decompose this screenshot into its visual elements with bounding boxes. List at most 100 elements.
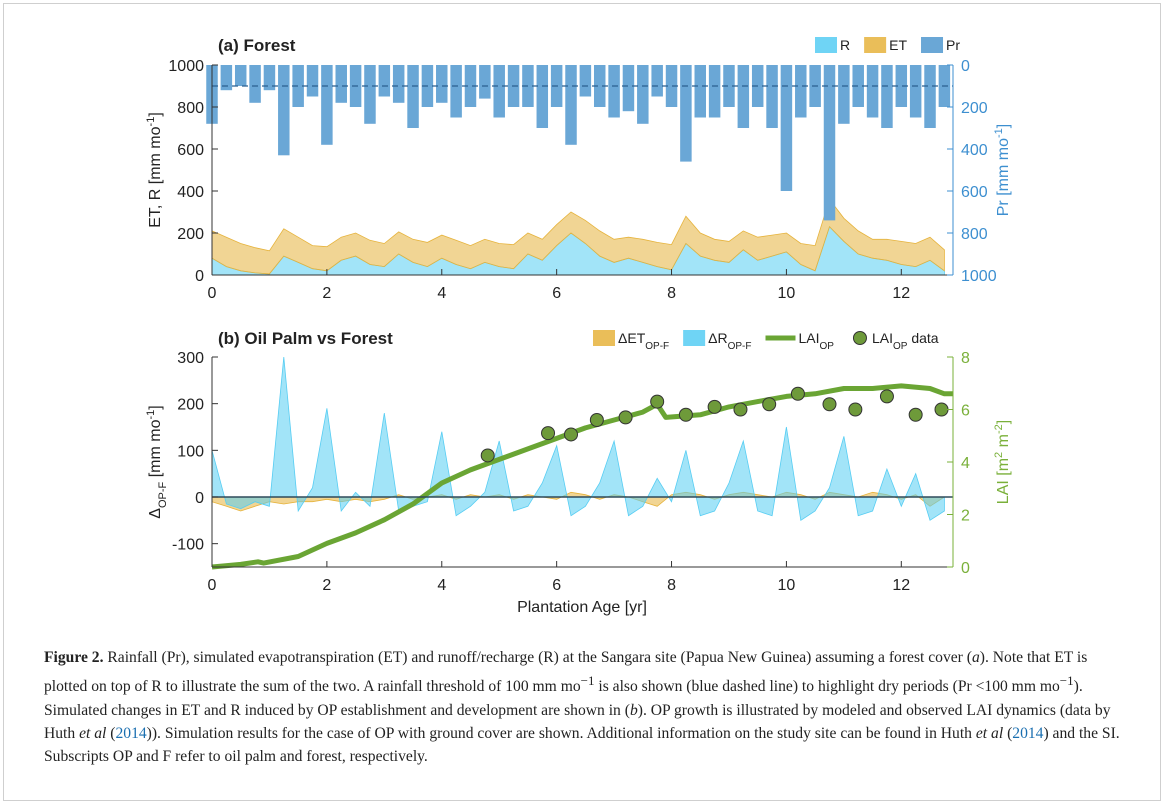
x-tick-label: 2 (322, 577, 331, 594)
legend-swatch (852, 331, 867, 345)
caption-text: ). Simulated changes in ET and R induced… (44, 678, 1083, 719)
legend-label: LAIOP data (872, 330, 939, 352)
legend-sub: OP (820, 341, 835, 352)
bar (852, 65, 864, 107)
caption-italic: et al (975, 724, 1004, 742)
caption-text: ) and the SI. Subscripts OP and F refer … (44, 724, 1120, 765)
data-point (480, 448, 495, 463)
data-point (934, 402, 949, 417)
legend-sub: OP-F (728, 341, 752, 352)
bar (723, 65, 735, 107)
bar (637, 65, 649, 124)
legend-label: Pr (946, 37, 960, 53)
data-point (564, 427, 579, 442)
data-point (908, 407, 923, 422)
y2-tick-label: 800 (961, 226, 988, 243)
caption-text: Rainfall (Pr), simulated evapotranspirat… (103, 649, 972, 666)
legend-swatch (815, 37, 837, 53)
legend-swatch (921, 37, 944, 53)
legend-part: ΔR (708, 330, 727, 346)
x-tick-label: 4 (437, 285, 446, 302)
citation-link[interactable]: 2014 (1012, 724, 1044, 742)
bar (838, 65, 850, 124)
bar (866, 65, 879, 118)
label-part: ] (147, 405, 164, 409)
x-tick-label: 8 (667, 577, 676, 594)
y2-tick-label: 4 (961, 455, 970, 472)
legend-swatch (593, 330, 615, 346)
bar (823, 65, 836, 221)
caption-text: )). Simulation results for the case of O… (146, 724, 976, 742)
y2-tick-label: 1000 (961, 268, 997, 285)
figure-frame (3, 3, 1161, 801)
bar (407, 65, 419, 128)
caption-sup: −1 (580, 673, 595, 689)
legend-label: ΔROP-F (708, 330, 751, 352)
bar (436, 65, 448, 103)
y-tick-label: -100 (172, 537, 204, 554)
data-point (678, 407, 693, 422)
bar (565, 65, 577, 145)
data-point (618, 410, 633, 425)
panel-title: (b) Oil Palm vs Forest (218, 329, 393, 348)
legend-label: R (840, 37, 850, 53)
y2-tick-label: 2 (961, 508, 970, 525)
bar (378, 65, 391, 97)
bar (292, 65, 304, 107)
caption-italic: b (629, 701, 638, 719)
bar (263, 65, 276, 91)
x-tick-label: 0 (208, 285, 217, 302)
bar (479, 65, 491, 99)
bar (924, 65, 936, 128)
figure: ET, R [mm mo-1] Pr [mm mo-1] ΔOP-F [mm m… (145, 36, 1012, 616)
bar (278, 65, 290, 156)
caption-label: Figure 2. (44, 649, 104, 666)
x-tick-label: 6 (552, 577, 561, 594)
bar (306, 65, 319, 97)
label-part: ET, R [mm mo (147, 126, 164, 227)
area (211, 198, 945, 275)
label-sup: -1 (993, 128, 1005, 138)
bar (536, 65, 549, 128)
label-part: LAI [m (995, 458, 1012, 504)
legend-label: ΔETOP-F (618, 330, 669, 352)
data-point (822, 397, 837, 412)
y2-tick-label: 0 (961, 560, 970, 577)
y-tick-label: 800 (177, 100, 204, 117)
y-tick-label: 0 (195, 490, 204, 507)
data-point (733, 402, 748, 417)
legend-swatch (864, 37, 887, 53)
y-axis-label: ΔOP-F [mm mo-1] (145, 405, 169, 518)
x-tick-label: 0 (208, 577, 217, 594)
legend-part: LAI (872, 330, 893, 346)
label-sup: 2 (993, 452, 1005, 458)
x-tick-label: 6 (552, 285, 561, 302)
y2-tick-label: 8 (961, 350, 970, 367)
bar (895, 65, 908, 107)
data-point (879, 389, 894, 404)
bar (622, 65, 635, 112)
caption-italic: et al (79, 724, 107, 742)
bar (493, 65, 505, 118)
caption-text: ). OP growth is illustrated by modeled a… (44, 701, 1111, 742)
label-part: [mm mo (147, 419, 164, 481)
y-tick-label: 600 (177, 142, 204, 159)
y2-tick-label: 200 (961, 100, 988, 117)
bar (694, 65, 706, 118)
caption-sup: −1 (1059, 673, 1074, 689)
caption-text: ( (106, 724, 116, 742)
x-axis-label: Plantation Age [yr] (517, 599, 647, 616)
legend-sub: OP-F (645, 341, 669, 352)
caption-text: ). Note that ET is plotted on top of R t… (44, 649, 1088, 696)
data-point (589, 413, 604, 427)
x-tick-label: 10 (778, 285, 796, 302)
bar (220, 65, 233, 91)
y-tick-label: 0 (195, 268, 204, 285)
bar (766, 65, 778, 128)
bar (392, 65, 405, 103)
data-point (848, 402, 863, 417)
x-tick-label: 2 (322, 285, 331, 302)
bar (364, 65, 376, 124)
citation-link[interactable]: 2014 (115, 724, 147, 742)
data-point (790, 386, 805, 401)
